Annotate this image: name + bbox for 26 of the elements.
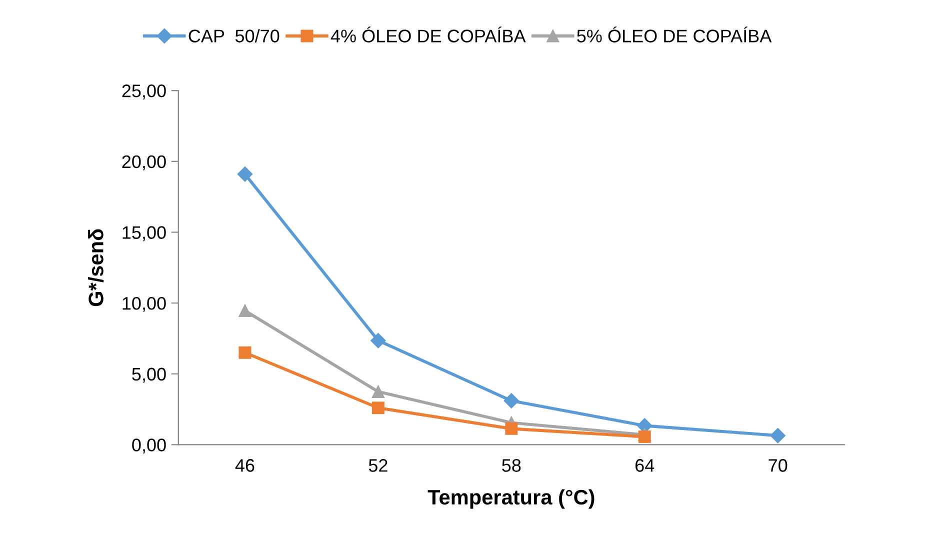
x-tick-label: 64 (636, 459, 654, 472)
point (237, 166, 253, 182)
x-tick-label: 70 (768, 459, 788, 472)
legend-label: 4% ÓLEO DE COPAÍBA (330, 26, 526, 42)
y-tick-label: 0,00 (132, 438, 166, 454)
legend-label: 5% ÓLEO DE COPAÍBA (577, 26, 772, 42)
point (238, 346, 252, 359)
point (638, 430, 651, 444)
y-tick-label: 10,00 (122, 296, 166, 312)
y-tick-label: 20,00 (122, 155, 166, 170)
y-axis-title: G*/senδ (88, 229, 104, 306)
y-tick-label: 5,00 (132, 368, 166, 383)
point (370, 333, 386, 348)
y-tick-label: 25,00 (122, 84, 166, 100)
legend-label: CAP 50/70 (188, 29, 280, 42)
point (505, 422, 518, 435)
x-axis-title: Temperatura (°C) (428, 489, 594, 509)
point (238, 304, 252, 317)
x-tick-label: 46 (235, 459, 254, 472)
x-tick-label: 58 (502, 459, 521, 472)
point (504, 393, 519, 408)
x-tick-label: 52 (368, 459, 388, 472)
point (372, 402, 384, 414)
point (372, 385, 384, 398)
point (770, 428, 786, 444)
y-tick-label: 15,00 (122, 226, 166, 242)
